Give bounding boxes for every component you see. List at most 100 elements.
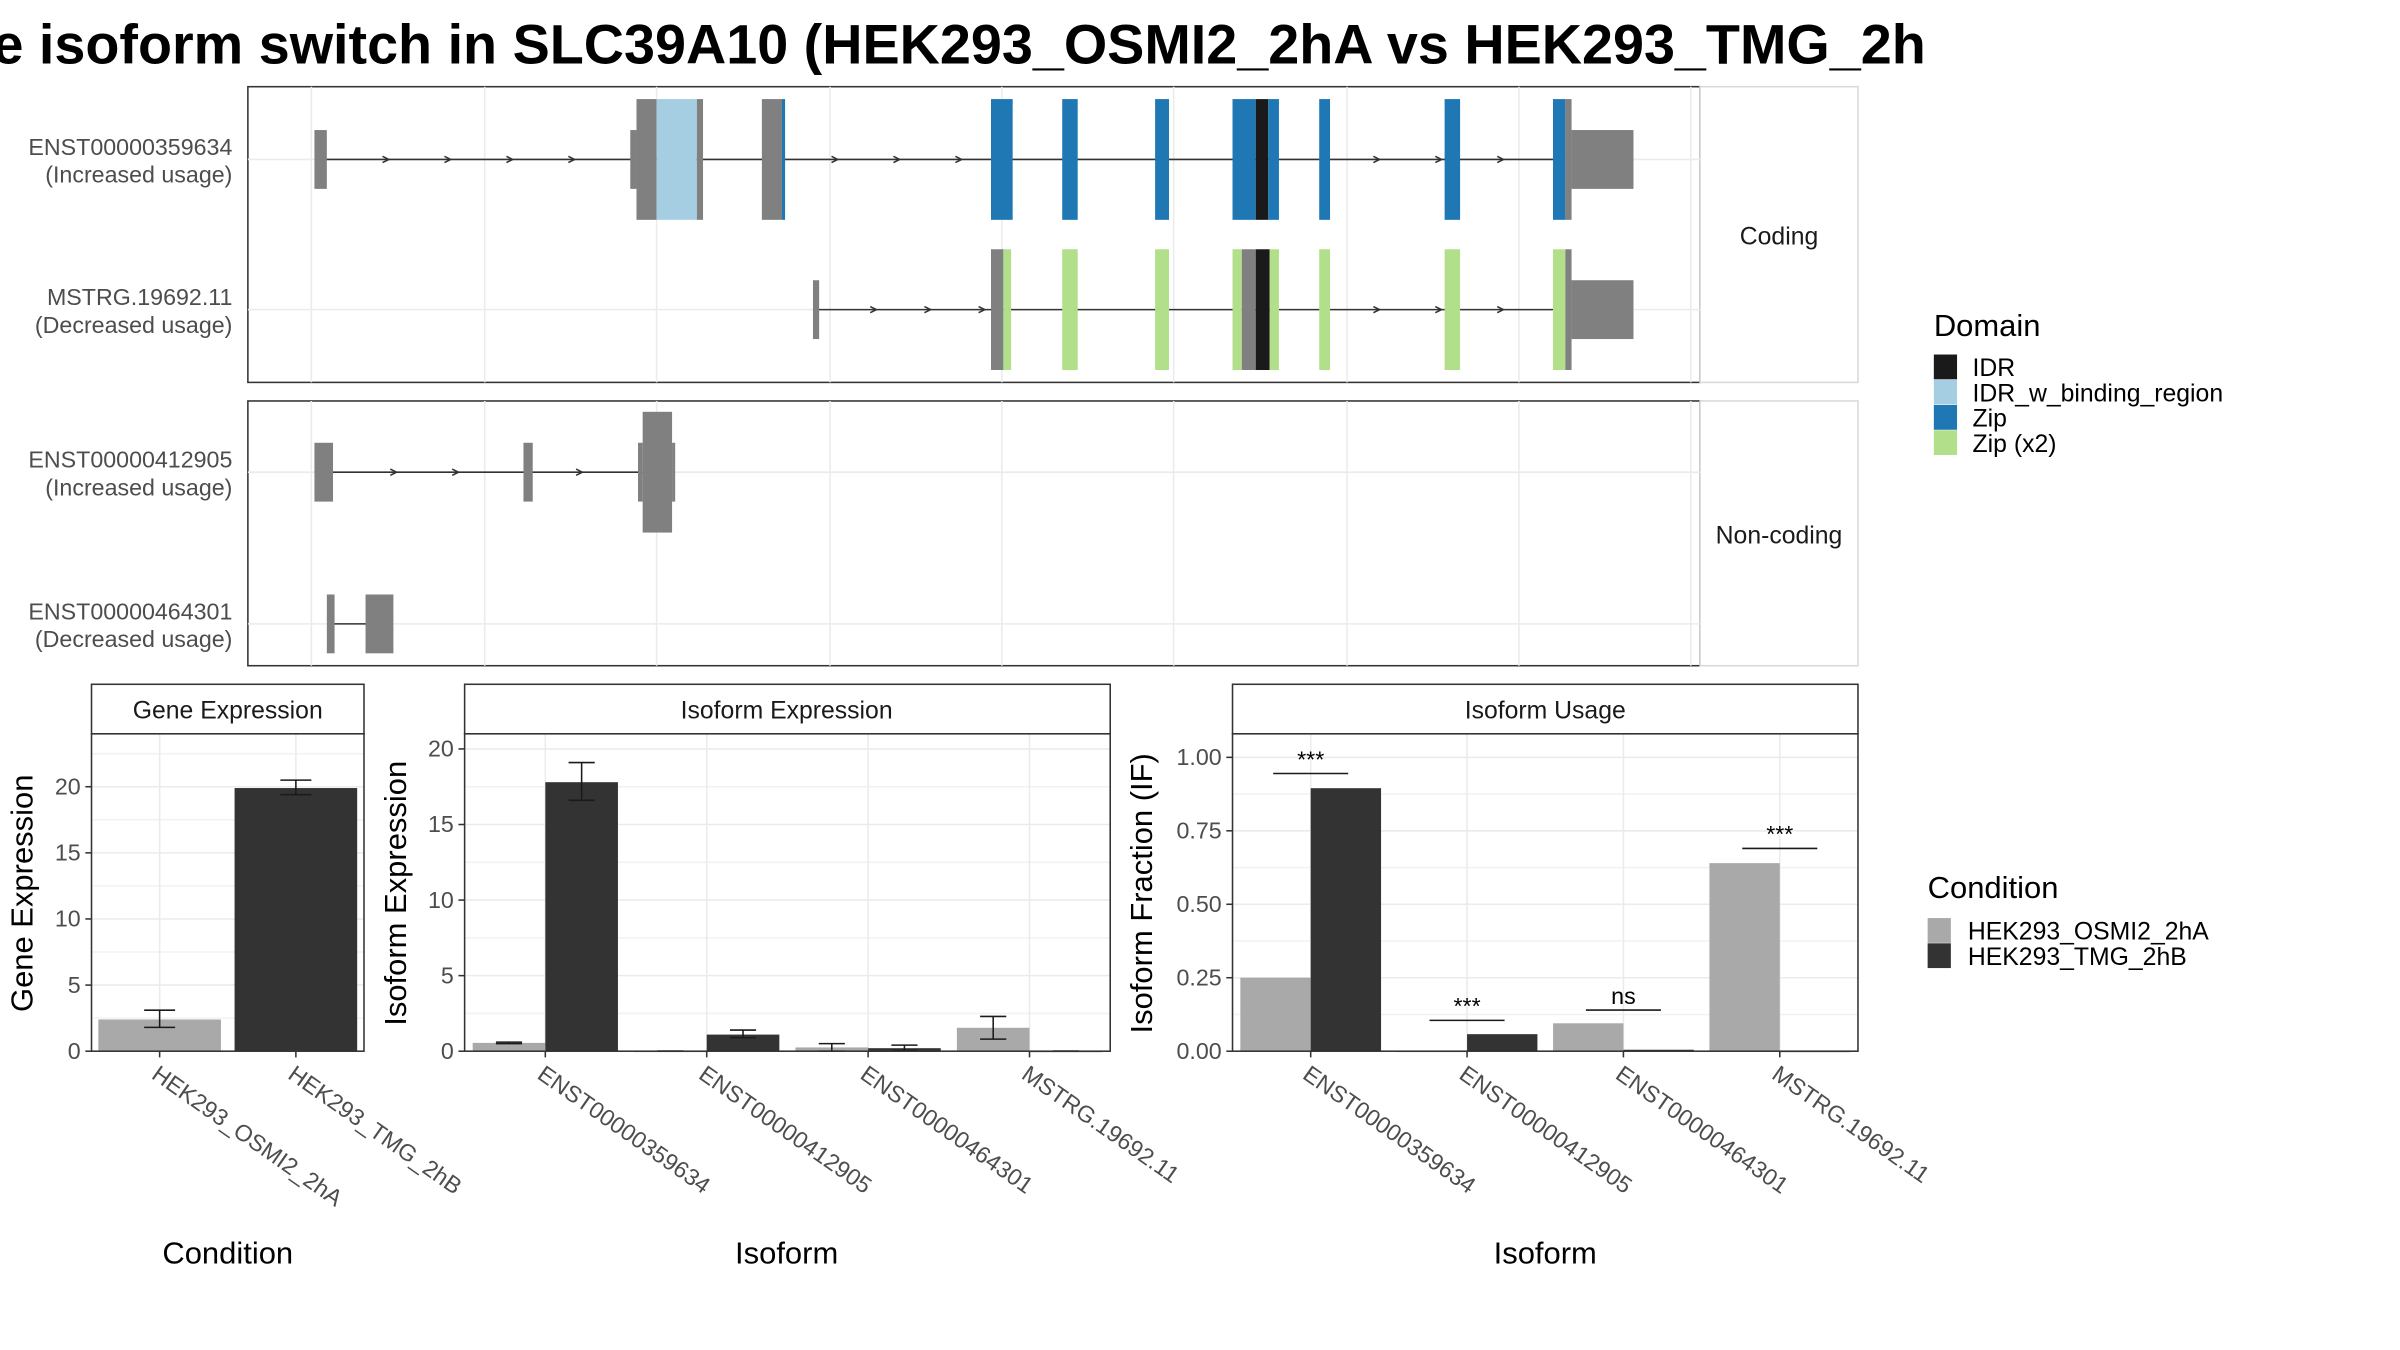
condition-legend-label: HEK293_TMG_2hB — [1968, 944, 2187, 971]
intron-arrow — [506, 155, 515, 164]
intron-arrow — [869, 305, 879, 314]
bar — [545, 782, 618, 1052]
plot-border — [463, 733, 1111, 1052]
isoform-expression-ylabel: Isoform Expression — [378, 761, 413, 1026]
y-tick-label: 20 — [55, 773, 81, 799]
isoform-usage-label: (Increased usage) — [45, 474, 232, 500]
x-tick-label: ENST00000464301 — [1611, 1060, 1793, 1198]
intron-arrow — [1434, 155, 1444, 164]
coding-strip-label: Coding — [1740, 224, 1818, 251]
intron-arrow — [575, 468, 585, 476]
domain-legend-label: Zip — [1973, 406, 2007, 433]
exon-block — [1565, 249, 1572, 371]
plot-border — [1231, 733, 1859, 1052]
isoform-label: ENST00000359634 — [28, 134, 232, 160]
bar — [1240, 977, 1311, 1052]
exon-domain-block — [1062, 249, 1078, 371]
gene-expression-xlabel: Condition — [162, 1235, 293, 1270]
y-tick-label: 0.75 — [1176, 818, 1221, 844]
exon-block — [326, 594, 335, 654]
intron-arrow — [1496, 305, 1506, 314]
bar — [234, 788, 358, 1052]
exon-block — [672, 442, 676, 502]
isoform-usage-xlabel: Isoform — [1494, 1235, 1597, 1270]
gene-expression-strip — [90, 683, 365, 735]
domain-legend-key — [1933, 405, 1958, 430]
isoform-expression-chart: Isoform Expression Isoform Isoform Expre… — [378, 683, 1184, 1270]
exon-block — [990, 249, 1004, 371]
isoform-usage-label: (Decreased usage) — [35, 312, 232, 338]
intron-arrow — [831, 155, 840, 164]
intron-arrow — [382, 155, 391, 164]
intron-arrow — [1496, 155, 1506, 164]
y-tick-label: 0.50 — [1176, 891, 1221, 917]
intron-arrow — [893, 155, 902, 164]
exon-block — [636, 99, 657, 220]
exon-domain-block — [1155, 99, 1170, 220]
x-tick-label: ENST00000464301 — [856, 1060, 1038, 1198]
exon-block — [1571, 130, 1634, 189]
y-tick-label: 5 — [68, 972, 81, 998]
y-tick-label: 1.00 — [1176, 744, 1221, 770]
intron-arrow — [924, 305, 933, 314]
isoform-label: ENST00000412905 — [28, 447, 232, 473]
intron-arrow — [978, 305, 987, 314]
isoform-row: ENST00000359634(Increased usage) — [28, 99, 1634, 220]
exon-block — [761, 99, 782, 220]
isoform-expression-title: Isoform Expression — [681, 697, 893, 724]
exon-block — [1565, 99, 1572, 220]
exon-block — [1241, 249, 1256, 371]
intron-arrow — [1373, 305, 1382, 314]
domain-legend-key — [1933, 379, 1958, 405]
isoform-usage-strip — [1231, 683, 1859, 735]
exon-domain-block — [990, 99, 1013, 220]
exon-domain-block — [1269, 249, 1279, 371]
exon-domain-block — [1552, 249, 1566, 371]
isoform-expression-xlabel: Isoform — [735, 1235, 838, 1270]
exon-block — [638, 442, 643, 502]
significance-label: *** — [1766, 821, 1793, 847]
plot-border — [90, 733, 365, 1052]
exon-domain-block — [1255, 99, 1269, 220]
domain-legend-key — [1933, 354, 1958, 380]
exon-domain-block — [1155, 249, 1170, 371]
exon-domain-block — [1444, 249, 1461, 371]
exon-block — [642, 411, 673, 533]
bar — [472, 1042, 546, 1052]
intron-arrow — [955, 155, 964, 164]
exon-domain-block — [1003, 249, 1012, 371]
structure-panel-content: ENST00000412905(Increased usage)ENST0000… — [28, 400, 1701, 666]
exon-block — [812, 280, 820, 340]
x-tick-label: ENST00000412905 — [695, 1060, 877, 1198]
domain-legend-key — [1933, 430, 1958, 456]
gene-expression-title: Gene Expression — [133, 697, 323, 724]
isoform-usage-ylabel: Isoform Fraction (IF) — [1124, 753, 1159, 1033]
exon-domain-block — [1552, 99, 1566, 220]
bar — [706, 1034, 780, 1052]
exon-domain-block — [1062, 99, 1078, 220]
condition-legend-key — [1927, 943, 1951, 969]
structure-panel-content: ENST00000359634(Increased usage) MSTRG.19… — [28, 86, 1701, 383]
isoform-usage-label: (Decreased usage) — [35, 626, 232, 652]
x-tick-label: ENST00000359634 — [533, 1060, 715, 1198]
y-tick-label: 10 — [55, 906, 81, 932]
exon-block — [1571, 280, 1634, 340]
noncoding-strip-box — [1699, 400, 1859, 667]
y-tick-label: 0.25 — [1176, 964, 1221, 990]
isoform-row: ENST00000412905(Increased usage) — [28, 411, 676, 533]
bar — [1310, 788, 1382, 1052]
isoform-row: ENST00000464301(Decreased usage) — [28, 594, 394, 654]
y-tick-label: 10 — [428, 887, 454, 913]
isoform-label: ENST00000464301 — [28, 598, 232, 624]
isoform-usage-label: (Increased usage) — [45, 162, 232, 188]
isoform-row: MSTRG.19692.11(Decreased usage) — [35, 249, 1634, 371]
gene-expression-ylabel: Gene Expression — [5, 775, 40, 1012]
isoform-label: MSTRG.19692.11 — [47, 284, 232, 310]
intron-arrow — [568, 155, 577, 164]
y-tick-label: 0 — [68, 1038, 81, 1064]
exon-domain-block — [1232, 249, 1242, 371]
exon-block — [523, 442, 533, 502]
domain-legend-label: IDR_w_binding_region — [1973, 380, 2224, 407]
